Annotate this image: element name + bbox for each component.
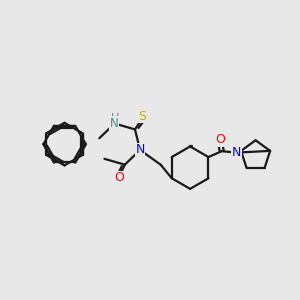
Text: O: O bbox=[114, 171, 124, 184]
Text: H: H bbox=[110, 113, 119, 123]
Text: N: N bbox=[232, 146, 241, 159]
Text: N: N bbox=[135, 143, 145, 157]
Text: N: N bbox=[110, 117, 118, 130]
Text: O: O bbox=[215, 133, 225, 146]
Text: S: S bbox=[138, 110, 146, 123]
